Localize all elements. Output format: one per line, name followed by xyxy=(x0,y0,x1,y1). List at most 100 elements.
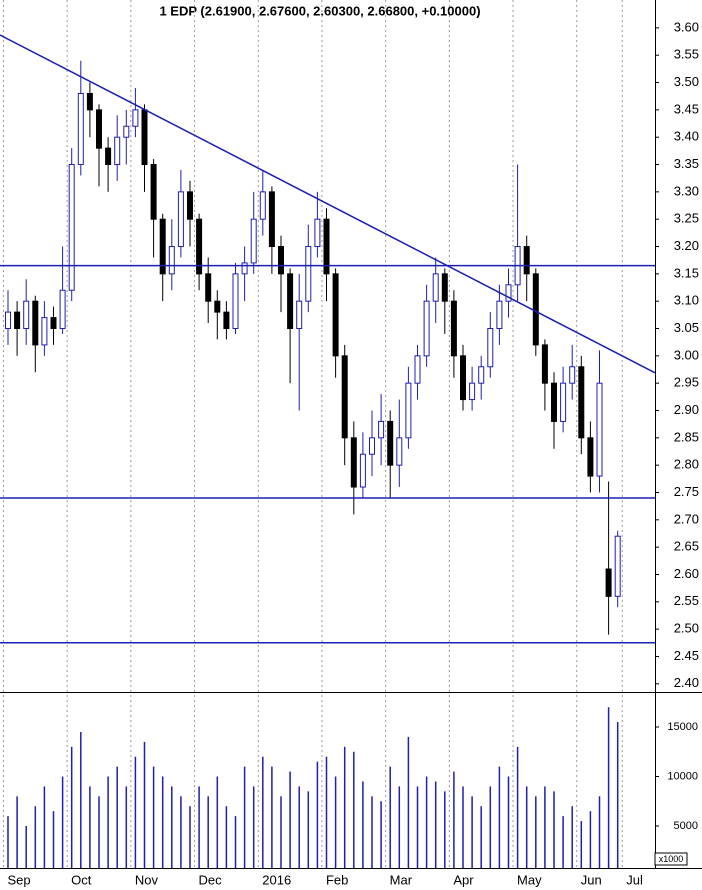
trend-line xyxy=(0,34,656,374)
volume-bar xyxy=(43,786,46,868)
volume-bar xyxy=(425,776,428,868)
candle-body xyxy=(132,109,139,127)
candle-body xyxy=(469,382,476,401)
y-tick-label: 3.15 xyxy=(674,265,699,280)
candle-body xyxy=(187,191,193,220)
volume-bar xyxy=(471,796,473,868)
candle-body xyxy=(359,453,366,488)
volume-bar xyxy=(598,796,601,868)
candle-body xyxy=(223,311,230,330)
candle-body xyxy=(587,437,594,477)
y-tick-label: 2.65 xyxy=(674,539,699,554)
candle-body xyxy=(86,92,93,111)
candle-body xyxy=(150,164,157,220)
candle-body xyxy=(250,218,257,264)
volume-bar xyxy=(580,821,583,868)
volume-bar xyxy=(489,786,492,868)
volume-bar xyxy=(525,786,528,868)
candle-body xyxy=(505,284,512,302)
volume-bar xyxy=(262,756,264,868)
candle-body xyxy=(77,92,84,166)
volume-bar xyxy=(125,786,128,868)
candle-body xyxy=(432,273,439,302)
volume-bar xyxy=(589,811,592,868)
x-tick-label: 2016 xyxy=(262,872,291,887)
y-tick-label: 2.40 xyxy=(674,675,699,690)
volume-bar xyxy=(516,746,519,868)
candle-body xyxy=(41,317,48,346)
x-tick-label: Nov xyxy=(135,872,159,887)
volume-bar xyxy=(171,786,173,868)
volume-bar xyxy=(198,786,200,868)
candle-body xyxy=(259,191,266,220)
candle-body xyxy=(314,218,321,248)
volume-bar xyxy=(607,707,610,868)
y-tick-label: 3.00 xyxy=(674,347,699,362)
volume-bar xyxy=(16,796,18,868)
volume-bar xyxy=(180,796,182,868)
candle-body xyxy=(105,147,112,166)
candle-body xyxy=(205,273,212,302)
y-tick-label: 2.60 xyxy=(674,566,699,581)
volume-bar xyxy=(407,736,410,868)
candle-body xyxy=(378,420,385,439)
y-tick-label: 2.85 xyxy=(674,429,699,444)
y-tick-label: 3.60 xyxy=(674,19,699,34)
volume-bar xyxy=(416,786,419,868)
candle-body xyxy=(487,328,494,368)
x-tick-label: Jun xyxy=(581,872,602,887)
volume-bar xyxy=(189,806,191,868)
volume-bar xyxy=(507,776,510,868)
candle-body xyxy=(460,355,466,401)
volume-bar xyxy=(362,781,364,868)
candle-body xyxy=(305,246,312,302)
x-tick-label: Jul xyxy=(626,872,643,887)
x-tick-label: Mar xyxy=(390,872,413,887)
volume-bar xyxy=(89,786,91,868)
volume-bar xyxy=(562,816,564,868)
volume-bar xyxy=(61,776,64,868)
x-tick-label: Sep xyxy=(7,872,30,887)
candle-body xyxy=(614,535,621,597)
x-tick-label: May xyxy=(517,872,542,887)
volume-bar xyxy=(434,781,437,868)
volume-bar xyxy=(25,826,27,868)
candle-body xyxy=(96,109,102,149)
y-tick-label: 3.35 xyxy=(674,156,699,171)
candle-body xyxy=(323,218,330,275)
candle-body xyxy=(32,300,39,346)
candle-body xyxy=(423,300,430,357)
volume-bar xyxy=(398,786,401,868)
candle-body xyxy=(278,246,284,275)
candle-body xyxy=(387,420,394,466)
y-tick-label: 10000 xyxy=(667,770,698,782)
volume-bar xyxy=(70,746,73,868)
candle-body xyxy=(560,382,567,422)
volume-bar xyxy=(34,806,37,868)
x-tick-label: Apr xyxy=(453,872,474,887)
volume-bar xyxy=(389,766,391,868)
y-tick-label: 2.45 xyxy=(674,648,699,663)
candle-body xyxy=(50,317,57,330)
volume-bar xyxy=(616,722,619,868)
volume-bar xyxy=(134,756,137,868)
volume-bar xyxy=(334,776,337,868)
candle-body xyxy=(114,136,121,166)
y-tick-label: 2.50 xyxy=(674,621,699,636)
volume-bar xyxy=(307,791,310,868)
volume-bar xyxy=(280,796,282,868)
candle-body xyxy=(341,355,348,439)
y-tick-label: 3.10 xyxy=(674,293,699,308)
candle-body xyxy=(241,262,248,275)
volume-bar xyxy=(498,766,501,868)
y-tick-label: 3.20 xyxy=(674,238,699,253)
candle-body xyxy=(159,218,166,275)
y-tick-label: 2.70 xyxy=(674,511,699,526)
y-tick-label: 2.95 xyxy=(674,375,699,390)
candle-body xyxy=(441,273,448,302)
candle-body xyxy=(405,382,412,439)
y-tick-label: 5000 xyxy=(674,820,698,832)
volume-bar xyxy=(225,806,228,868)
y-tick-label: 3.45 xyxy=(674,101,699,116)
